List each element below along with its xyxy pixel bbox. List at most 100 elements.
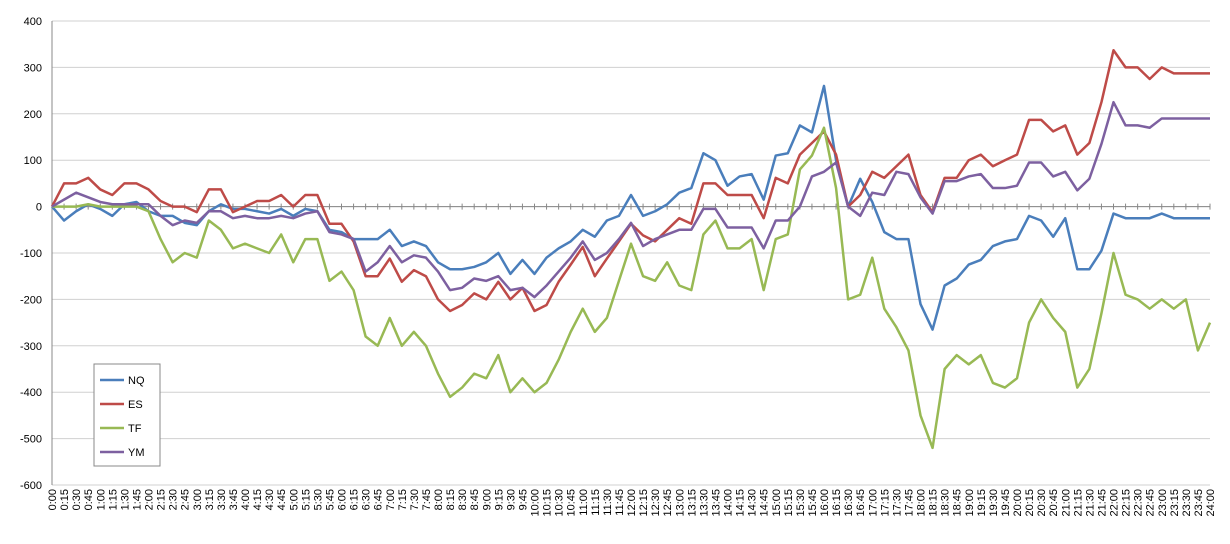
x-tick-label: 17:00 [867,489,879,517]
x-tick-label: 24:00 [1205,489,1217,517]
x-tick-label: 6:00 [337,489,349,510]
x-tick-label: 4:00 [240,489,252,510]
x-tick-label: 12:45 [662,489,674,517]
x-tick-label: 12:30 [650,489,662,517]
y-axis: 400 300 200 100 0 -100 -200 -300 -400 -500 -600 [20,16,53,492]
x-tick-label: 18:15 [928,489,940,517]
x-tick-label: 19:15 [976,489,988,517]
x-tick-label: 18:00 [916,489,928,517]
y-tick-label: -200 [20,294,42,306]
x-tick-label: 15:00 [771,489,783,517]
y-tick-label: -300 [20,341,42,353]
x-tick-label: 21:15 [1072,489,1084,517]
x-tick-label: 8:30 [457,489,469,510]
x-tick-label: 7:00 [385,489,397,510]
x-tick-label: 22:15 [1121,489,1133,517]
legend-label-es: ES [128,399,143,411]
x-tick-label: 6:15 [349,489,361,510]
x-tick-label: 1:30 [119,489,131,510]
x-tick-label: 12:15 [638,489,650,517]
x-tick-label: 8:15 [445,489,457,510]
x-tick-label: 22:00 [1109,489,1121,517]
x-tick-label: 21:00 [1060,489,1072,517]
x-tick-label: 5:30 [312,489,324,510]
x-tick-label: 7:15 [397,489,409,510]
x-tick-label: 19:45 [1000,489,1012,517]
x-tick-label: 9:00 [481,489,493,510]
x-tick-label: 21:45 [1096,489,1108,517]
x-tick-label: 1:45 [131,489,143,510]
x-tick-label: 11:30 [602,489,614,516]
x-tick-label: 0:15 [59,489,71,510]
gridlines [52,20,1210,486]
series-lines [50,48,1212,450]
x-tick-label: 9:15 [493,489,505,510]
x-tick-label: 4:30 [264,489,276,510]
x-tick-label: 17:15 [879,489,891,517]
x-tick-label: 1:15 [107,489,119,510]
x-tick-label: 11:45 [614,489,626,516]
x-tick-label: 15:45 [807,489,819,517]
x-tick-label: 7:30 [409,489,421,510]
y-tick-label: 0 [36,202,42,214]
x-tick-label: 3:15 [204,489,216,510]
x-tick-label: 20:15 [1024,489,1036,517]
x-tick-label: 15:15 [783,489,795,517]
x-tick-label: 6:30 [361,489,373,510]
x-tick-label: 21:30 [1084,489,1096,517]
x-tick-label: 2:15 [156,489,168,510]
y-tick-label: -100 [20,248,42,260]
x-tick-label: 14:00 [723,489,735,517]
x-tick-label: 13:45 [710,489,722,517]
x-tick-label: 8:00 [433,489,445,510]
x-tick-label: 14:15 [735,489,747,517]
x-tick-label: 20:30 [1036,489,1048,517]
x-tick-label: 10:30 [554,489,566,517]
x-tick-label: 11:00 [578,489,590,516]
y-tick-label: 300 [24,62,42,74]
x-tick-label: 12:00 [626,489,638,517]
x-tick-label: 16:15 [831,489,843,517]
x-tick-label: 23:00 [1157,489,1169,517]
x-tick-label: 13:00 [674,489,686,517]
x-tick-label: 23:15 [1169,489,1181,517]
x-tick-label: 6:45 [373,489,385,510]
legend-label-nq: NQ [128,375,145,387]
series-line-nq [51,84,1210,331]
y-tick-label: 200 [24,109,42,121]
x-tick-label: 22:30 [1133,489,1145,517]
x-tick-label: 20:45 [1048,489,1060,517]
y-tick-label: -500 [20,434,42,446]
y-tick-label: 100 [24,155,42,167]
x-tick-label: 11:15 [590,489,602,516]
x-tick-label: 16:45 [855,489,867,517]
x-tick-label: 5:15 [300,489,312,510]
x-tick-label: 18:30 [940,489,952,517]
y-tick-label: 400 [24,16,42,28]
x-tick-label: 10:00 [530,489,542,517]
x-tick-label: 0:30 [71,489,83,510]
x-tick-label: 3:45 [228,489,240,510]
x-tick-label: 17:30 [891,489,903,517]
x-tick-label: 23:45 [1193,489,1205,517]
x-tick-label: 3:30 [216,489,228,510]
x-tick-label: 20:00 [1012,489,1024,517]
x-tick-label: 14:45 [759,489,771,517]
y-tick-label: -600 [20,480,42,492]
x-tick-label: 18:45 [952,489,964,517]
x-tick-label: 13:15 [686,489,698,517]
legend-label-ym: YM [128,447,145,459]
x-tick-label: 7:45 [421,489,433,510]
y-tick-label: -400 [20,387,42,399]
x-tick-label: 10:15 [542,489,554,517]
x-tick-label: 0:45 [83,489,95,510]
x-tick-label: 13:30 [698,489,710,517]
x-tick-label: 23:30 [1181,489,1193,517]
x-tick-label: 3:00 [192,489,204,510]
x-tick-label: 5:45 [324,489,336,510]
x-tick-label: 16:00 [819,489,831,517]
x-tick-label: 8:45 [469,489,481,510]
legend-label-tf: TF [128,423,142,435]
series-line-es [50,48,1210,313]
